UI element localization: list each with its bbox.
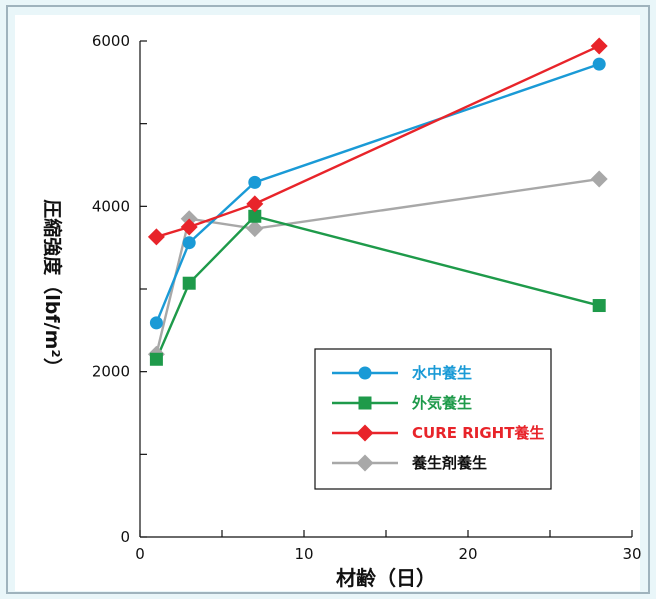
x-axis-title: 材齢（日） (336, 566, 436, 590)
y-axis-title: 圧縮強度（lbf/m²） (41, 199, 64, 376)
data-point (149, 352, 163, 366)
legend-label: CURE RIGHT養生 (412, 424, 544, 442)
data-point (149, 316, 163, 330)
series-line (155, 214, 600, 360)
data-point (592, 299, 606, 313)
chart-panel (15, 15, 640, 591)
y-tick-label: 0 (120, 528, 130, 546)
series-line (155, 177, 600, 355)
y-tick-label: 2000 (92, 363, 130, 381)
legend-label: 水中養生 (412, 364, 472, 382)
legend-marker (356, 454, 374, 472)
y-tick-label: 4000 (92, 197, 130, 215)
legend-label: 養生剤養生 (411, 454, 487, 472)
x-tick-label: 10 (294, 545, 313, 563)
data-point (182, 276, 196, 290)
data-point (248, 175, 262, 189)
data-point (246, 220, 264, 238)
data-point (248, 209, 262, 223)
x-tick-label: 30 (622, 545, 641, 563)
data-point (590, 170, 608, 188)
x-tick-label: 0 (135, 545, 145, 563)
legend-marker (358, 366, 372, 380)
x-tick-label: 20 (458, 545, 477, 563)
data-point (182, 236, 196, 250)
series-line (156, 44, 600, 239)
data-point (246, 195, 264, 213)
data-point (590, 37, 608, 55)
series-line (155, 63, 600, 324)
y-tick-label: 6000 (92, 32, 130, 50)
data-point (180, 218, 198, 236)
legend-label: 外気養生 (411, 394, 472, 412)
data-point (592, 57, 606, 71)
legend-marker (356, 424, 374, 442)
data-point (147, 228, 165, 246)
legend-marker (358, 396, 372, 410)
